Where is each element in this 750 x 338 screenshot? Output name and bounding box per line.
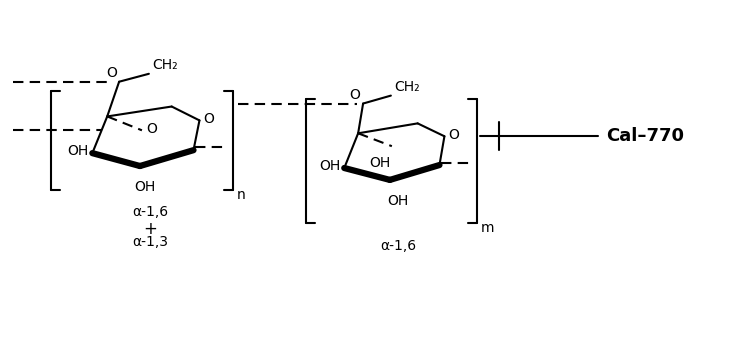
Text: O: O	[350, 88, 360, 101]
Text: OH: OH	[68, 144, 88, 158]
Text: OH: OH	[134, 180, 155, 194]
Text: OH: OH	[369, 156, 391, 170]
Text: OH: OH	[387, 194, 409, 208]
Text: +: +	[143, 220, 157, 238]
Text: O: O	[106, 66, 117, 80]
Text: OH: OH	[319, 159, 340, 173]
Text: O: O	[448, 128, 459, 142]
Text: m: m	[481, 221, 494, 235]
Text: α-1,6: α-1,6	[381, 239, 417, 254]
Text: n: n	[237, 188, 246, 202]
Text: CH₂: CH₂	[152, 58, 178, 72]
Text: α-1,6: α-1,6	[132, 205, 168, 219]
Text: α-1,3: α-1,3	[132, 236, 168, 249]
Text: Cal–770: Cal–770	[606, 127, 684, 145]
Text: O: O	[203, 113, 214, 126]
Text: CH₂: CH₂	[394, 80, 419, 94]
Text: O: O	[146, 122, 157, 136]
